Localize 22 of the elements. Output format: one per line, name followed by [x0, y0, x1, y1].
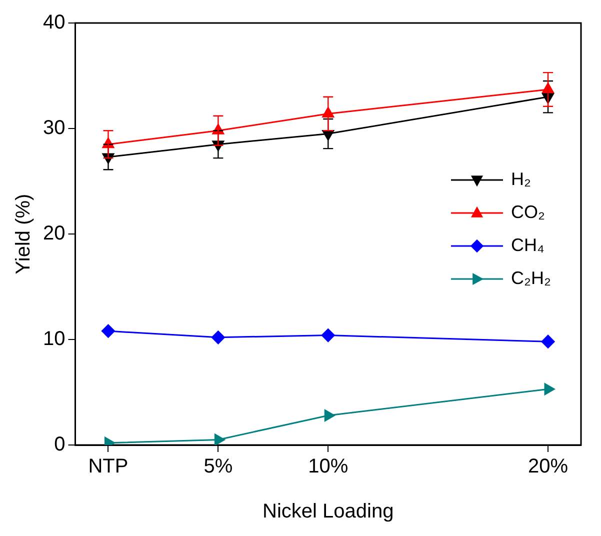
y-axis-title: Yield (%) [12, 194, 35, 274]
x-tick-label: 10% [308, 456, 348, 478]
x-tick-label: NTP [88, 456, 128, 478]
point [541, 334, 555, 348]
point [321, 328, 335, 342]
point [544, 383, 555, 396]
y-tick-label: 40 [42, 12, 66, 34]
x-tick-label: 20% [528, 456, 568, 478]
legend-label: CO₂ [511, 202, 545, 222]
point [101, 324, 115, 338]
point [214, 434, 225, 445]
y-tick-label: 0 [54, 434, 66, 456]
y-tick-label: 30 [42, 117, 66, 140]
legend-label: C₂H₂ [511, 268, 551, 288]
y-tick-label: 20 [42, 222, 66, 245]
legend-label: H₂ [511, 168, 531, 189]
x-tick-label: 5% [204, 456, 233, 478]
y-tick-label: 10 [42, 328, 66, 350]
x-axis-title: Nickel Loading [262, 500, 394, 523]
legend-label: CH₄ [511, 234, 544, 255]
point [211, 330, 225, 344]
point [324, 410, 335, 422]
